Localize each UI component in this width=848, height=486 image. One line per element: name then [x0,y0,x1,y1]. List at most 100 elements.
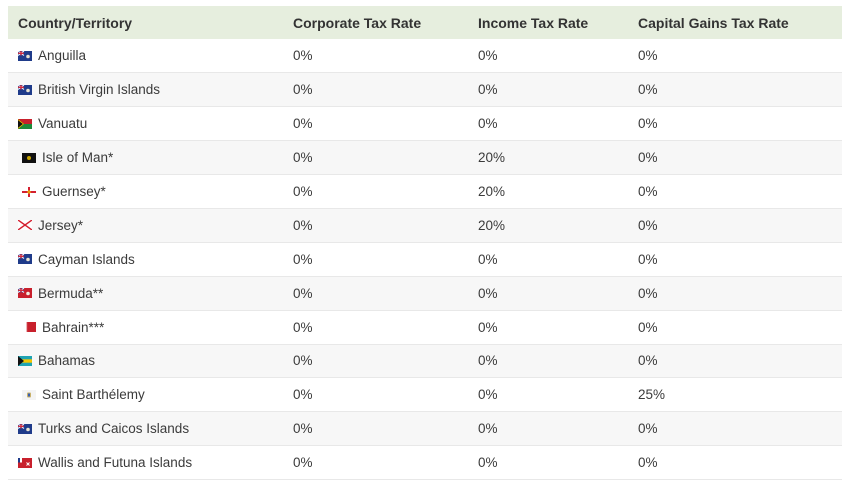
cell-capital-gains-tax: 0% [638,319,658,335]
cell-capital-gains-tax: 0% [638,217,658,233]
table-row: British Virgin Islands 0% 0% 0% [8,72,842,107]
cell-country: Jersey* [8,208,283,242]
cell-country: Bahamas [8,344,283,378]
country-name: Bahamas [38,353,96,369]
cell-country: British Virgin Islands [8,73,283,107]
table-row: Cayman Islands 0% 0% 0% [8,242,842,277]
table-row: Isle of Man* 0% 20% 0% [8,140,842,175]
table-body: Anguilla 0% 0% 0% British Virgin Islands 0% 0%… [8,39,842,480]
cell-income-tax: 0% [478,387,498,403]
bahamas-flag-icon [18,355,32,366]
table-row: Wallis and Futuna Islands 0% 0% 0% [8,445,842,480]
table-row: Vanuatu 0% 0% 0% [8,106,842,141]
country-name: Vanuatu [38,116,88,132]
cell-capital-gains-tax: 0% [638,455,658,471]
cell-income-tax: 20% [478,184,506,199]
blue-ensign-flag-icon [18,50,32,61]
country-name: Jersey* [38,217,84,233]
cell-corporate-tax: 0% [293,82,313,98]
cell-income-tax: 0% [478,319,498,335]
cell-corporate-tax: 0% [293,251,313,267]
country-name: Wallis and Futuna Islands [38,455,193,471]
cell-capital-gains-tax: 0% [638,48,658,64]
cell-country: Bahrain*** [8,310,283,344]
blue-ensign-flag-icon [18,84,32,95]
cell-country: Anguilla [8,39,283,73]
cell-country: Vanuatu [8,107,283,141]
country-label: Guernsey* [18,184,283,199]
country-name: British Virgin Islands [38,82,161,98]
red-ensign-flag-icon [18,288,32,299]
cell-country: Wallis and Futuna Islands [8,446,283,480]
cell-capital-gains-tax: 0% [638,184,658,199]
cell-corporate-tax: 0% [293,455,313,471]
blue-ensign-flag-icon [18,254,32,265]
cell-income-tax: 0% [478,116,498,132]
cell-country: Saint Barthélemy [8,378,283,412]
header-income-tax: Income Tax Rate [478,14,589,31]
cell-country: Guernsey* [8,175,283,209]
country-name: Turks and Caicos Islands [38,421,190,437]
table-header-row: Country/Territory Corporate Tax Rate Inc… [8,6,842,39]
cell-corporate-tax: 0% [293,285,313,301]
bahrain-flag-icon [22,322,36,333]
cell-corporate-tax: 0% [293,421,313,437]
country-name: Cayman Islands [38,251,135,267]
cell-country: Turks and Caicos Islands [8,412,283,446]
cell-corporate-tax: 0% [293,116,313,132]
country-label: Bermuda** [18,286,283,301]
country-label: Anguilla [18,48,283,63]
cell-capital-gains-tax: 0% [638,353,658,369]
country-label: Turks and Caicos Islands [18,421,283,436]
header-corporate-tax: Corporate Tax Rate [293,14,422,31]
header-country: Country/Territory [18,14,133,31]
country-label: Wallis and Futuna Islands [18,455,283,470]
tax-rate-table: Country/Territory Corporate Tax Rate Inc… [8,6,842,480]
cell-corporate-tax: 0% [293,48,313,64]
cell-income-tax: 0% [478,421,498,437]
table-row: Bahamas 0% 0% 0% [8,344,842,378]
table-row: Bahrain*** 0% 0% 0% [8,310,842,345]
country-name: Bermuda** [38,285,104,301]
cell-income-tax: 20% [478,150,506,166]
country-label: Jersey* [18,218,283,233]
table-row: Saint Barthélemy 0% 0% 25% [8,377,842,412]
cell-income-tax: 0% [478,455,498,471]
header-capital-gains-tax: Capital Gains Tax Rate [638,14,789,31]
table-row: Jersey* 0% 20% 0% [8,208,842,243]
table-row: Guernsey* 0% 20% 0% [8,174,842,209]
cell-income-tax: 0% [478,353,498,369]
cell-country: Bermuda** [8,276,283,310]
cell-capital-gains-tax: 0% [638,251,658,267]
country-name: Saint Barthélemy [42,387,145,403]
cell-capital-gains-tax: 25% [638,387,666,403]
cell-corporate-tax: 0% [293,217,313,233]
jersey-flag-icon [18,220,32,231]
country-label: Bahamas [18,353,283,368]
cell-corporate-tax: 0% [293,150,313,166]
country-name: Anguilla [38,48,87,64]
country-name: Guernsey* [42,184,106,199]
table-row: Anguilla 0% 0% 0% [8,39,842,73]
cell-income-tax: 0% [478,82,498,98]
cell-corporate-tax: 0% [293,319,313,335]
wallis-futuna-flag-icon [18,457,32,468]
cell-income-tax: 0% [478,285,498,301]
country-label: British Virgin Islands [18,82,283,97]
cell-capital-gains-tax: 0% [638,116,658,132]
table-row: Bermuda** 0% 0% 0% [8,276,842,311]
isle-of-man-flag-icon [22,152,36,163]
country-label: Bahrain*** [18,320,283,335]
cell-country: Cayman Islands [8,242,283,276]
country-label: Isle of Man* [18,150,283,165]
guernsey-flag-icon [22,186,36,197]
blue-ensign-flag-icon [18,423,32,434]
cell-income-tax: 0% [478,251,498,267]
cell-capital-gains-tax: 0% [638,82,658,98]
cell-capital-gains-tax: 0% [638,285,658,301]
country-label: Vanuatu [18,116,283,131]
table-row: Turks and Caicos Islands 0% 0% 0% [8,411,842,446]
saint-barthelemy-flag-icon [22,389,36,400]
country-name: Bahrain*** [42,319,105,335]
